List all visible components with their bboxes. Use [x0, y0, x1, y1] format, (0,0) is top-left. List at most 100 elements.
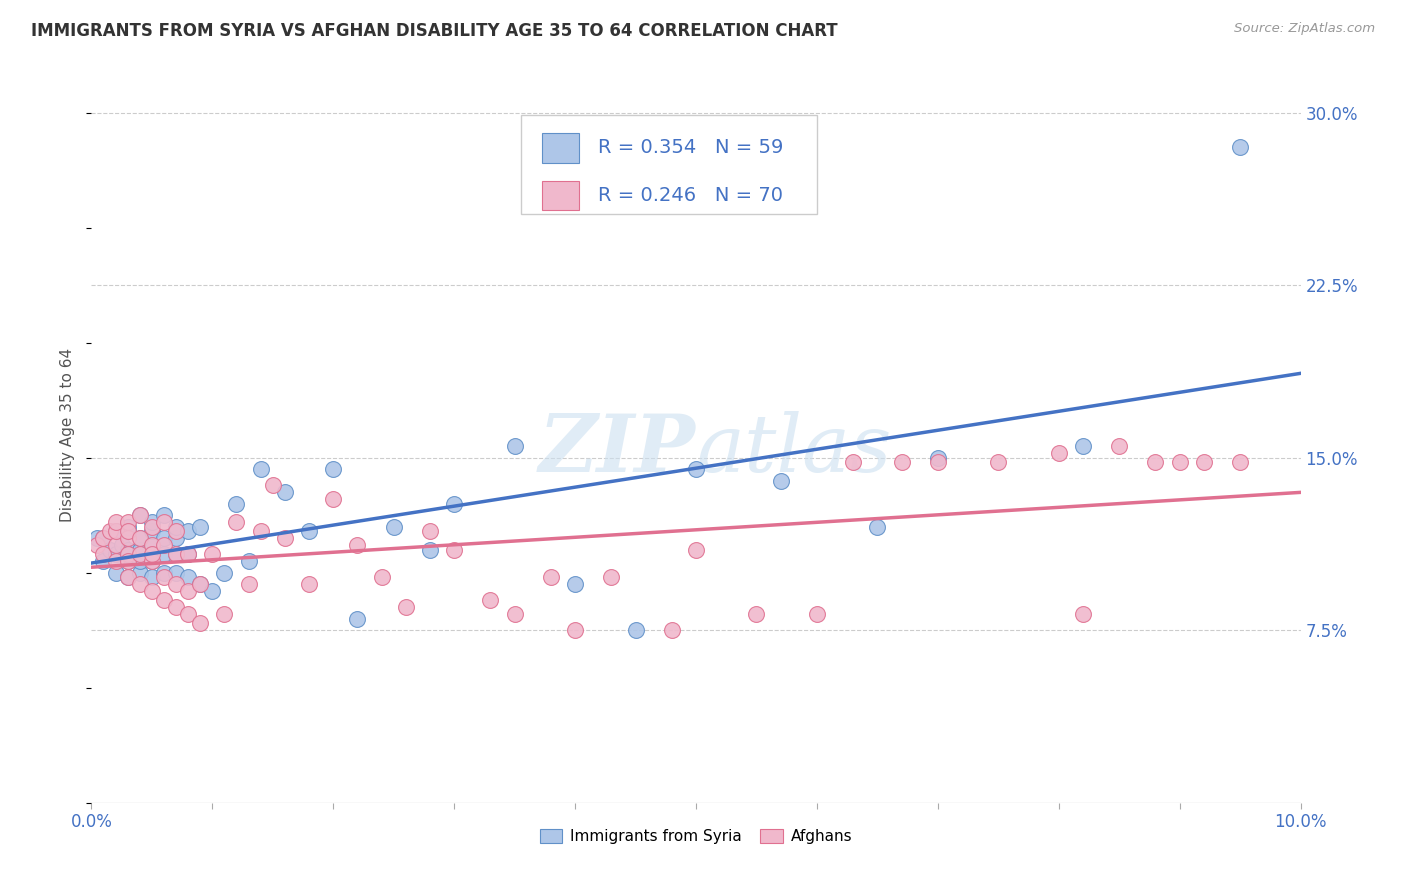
Point [165, 524, 187, 539]
Point [104, 554, 127, 568]
Point [214, 607, 236, 622]
Point [117, 515, 139, 529]
Point [1144, 455, 1167, 469]
Point [503, 439, 526, 453]
Point [117, 542, 139, 557]
Text: ZIP: ZIP [538, 411, 696, 488]
Point [503, 607, 526, 622]
Point [117, 520, 139, 534]
Point [111, 538, 132, 552]
Y-axis label: Disability Age 35 to 64: Disability Age 35 to 64 [60, 348, 76, 522]
Point [128, 548, 150, 562]
Point [165, 520, 187, 534]
Point [153, 538, 176, 552]
Point [177, 570, 200, 584]
Legend: Immigrants from Syria, Afghans: Immigrants from Syria, Afghans [533, 823, 859, 850]
Point [153, 570, 176, 584]
Point [117, 524, 139, 539]
Point [540, 570, 562, 584]
Point [104, 524, 127, 539]
Point [1229, 140, 1251, 154]
Point [806, 607, 828, 622]
Point [987, 455, 1010, 469]
FancyBboxPatch shape [520, 115, 817, 214]
Point [419, 542, 441, 557]
Point [141, 548, 163, 562]
Point [188, 616, 211, 631]
Point [93, 532, 115, 546]
Point [86, 538, 108, 552]
Point [165, 566, 187, 580]
Point [128, 577, 150, 591]
Point [249, 462, 271, 476]
Point [117, 524, 139, 539]
Point [153, 548, 176, 562]
Point [153, 566, 176, 580]
Point [1071, 439, 1094, 453]
Point [128, 508, 150, 523]
Point [769, 474, 792, 488]
Point [443, 542, 465, 557]
Point [346, 612, 368, 626]
Point [98, 542, 121, 557]
Point [177, 548, 200, 562]
Point [201, 584, 224, 599]
Point [298, 577, 321, 591]
Point [153, 515, 176, 529]
Point [1192, 455, 1215, 469]
Point [153, 593, 176, 607]
Point [128, 532, 150, 546]
Point [104, 515, 127, 529]
Point [1047, 446, 1070, 460]
Point [177, 548, 200, 562]
Point [745, 607, 768, 622]
Point [443, 497, 465, 511]
Point [165, 548, 187, 562]
Text: R = 0.354   N = 59: R = 0.354 N = 59 [598, 138, 783, 157]
Point [927, 450, 949, 465]
Point [322, 492, 344, 507]
Point [141, 520, 163, 534]
Point [188, 577, 211, 591]
FancyBboxPatch shape [543, 181, 579, 211]
Point [141, 554, 163, 568]
Point [117, 554, 139, 568]
Point [624, 624, 647, 638]
Text: atlas: atlas [696, 411, 891, 488]
Point [117, 570, 139, 584]
Point [201, 548, 224, 562]
Point [370, 570, 392, 584]
Point [117, 532, 139, 546]
Text: Source: ZipAtlas.com: Source: ZipAtlas.com [1234, 22, 1375, 36]
Point [890, 455, 912, 469]
Point [1071, 607, 1094, 622]
Point [153, 508, 176, 523]
Point [214, 566, 236, 580]
Point [346, 538, 368, 552]
FancyBboxPatch shape [543, 133, 579, 162]
Point [141, 524, 163, 539]
Point [141, 538, 163, 552]
Point [188, 520, 211, 534]
Point [249, 524, 271, 539]
Point [298, 524, 321, 539]
Point [141, 538, 163, 552]
Point [128, 566, 150, 580]
Point [177, 524, 200, 539]
Point [86, 532, 108, 546]
Point [866, 520, 889, 534]
Point [93, 554, 115, 568]
Point [141, 515, 163, 529]
Point [117, 554, 139, 568]
Point [104, 548, 127, 562]
Point [661, 624, 683, 638]
Point [117, 570, 139, 584]
Text: IMMIGRANTS FROM SYRIA VS AFGHAN DISABILITY AGE 35 TO 64 CORRELATION CHART: IMMIGRANTS FROM SYRIA VS AFGHAN DISABILI… [31, 22, 838, 40]
Point [685, 542, 707, 557]
Point [842, 455, 865, 469]
Point [1168, 455, 1191, 469]
Point [128, 508, 150, 523]
Point [128, 542, 150, 557]
Point [165, 532, 187, 546]
Point [98, 524, 121, 539]
